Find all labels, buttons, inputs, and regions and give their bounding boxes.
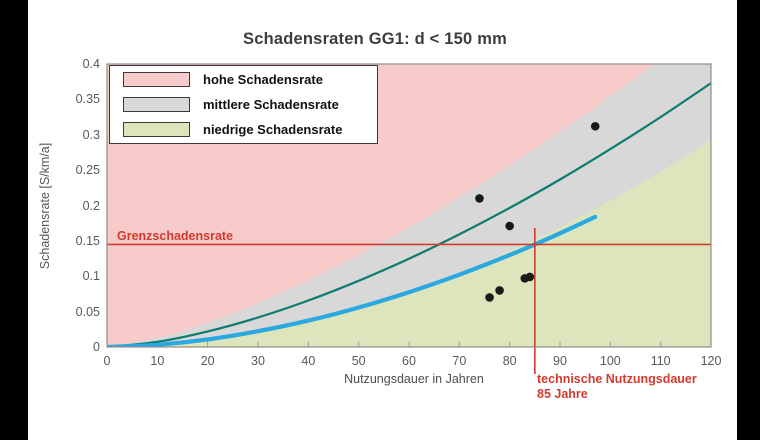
x-tick-label: 80 (502, 354, 517, 368)
legend-swatch-band-low (123, 122, 190, 137)
y-tick-label: 0.15 (75, 233, 100, 248)
curve-teal (107, 82, 711, 347)
technical-lifetime-caption: technische Nutzungsdauer 85 Jahre (537, 372, 697, 401)
data-point (485, 293, 494, 302)
technical-lifetime-caption-line2: 85 Jahre (537, 386, 588, 401)
data-point (525, 272, 535, 282)
y-tick-label: 0.2 (82, 198, 100, 213)
band-low (107, 140, 711, 347)
legend-row: niedrige Schadensrate (123, 119, 377, 141)
x-tick-label: 100 (599, 354, 621, 368)
x-axis-label: Nutzungsdauer in Jahren (344, 372, 484, 386)
y-tick-label: 0 (93, 340, 100, 354)
x-tick-label: 90 (553, 354, 567, 368)
legend-row: mittlere Schadensrate (123, 94, 377, 116)
y-tick-label: 0.25 (75, 163, 100, 178)
legend-box: hohe Schadensrate mittlere Schadensrate ni… (109, 65, 378, 144)
limit-damage-rate-label: Grenzschadensrate (117, 229, 234, 243)
technical-lifetime-caption-line1: technische Nutzungsdauer (537, 372, 697, 386)
data-point (475, 194, 484, 203)
y-axis-label: Schadensrate [S/km/a] (38, 142, 52, 270)
y-tick-label: 0.3 (82, 127, 100, 142)
legend-swatch-band-high (123, 72, 190, 87)
curve-blue (107, 214, 598, 347)
x-tick-label: 120 (700, 354, 722, 368)
plot-border (106, 63, 712, 348)
data-point (590, 121, 600, 131)
x-tick-label: 10 (150, 354, 165, 368)
x-tick-label: 40 (301, 354, 316, 368)
band-mid (107, 64, 711, 347)
y-tick-label: 0.4 (82, 57, 100, 71)
x-tick-label: 50 (351, 354, 366, 368)
legend-row: hohe Schadensrate (123, 69, 377, 91)
right-black-bar (737, 0, 760, 440)
y-tick-label: 0.05 (75, 304, 100, 319)
legend-label-band-mid: mittlere Schadensrate (203, 97, 339, 112)
x-tick-label: 30 (251, 354, 265, 368)
x-tick-label: 0 (103, 354, 111, 368)
data-point (495, 286, 504, 295)
x-tick-label: 70 (452, 354, 467, 368)
legend-label-band-high: hohe Schadensrate (203, 72, 323, 87)
x-tick-label: 110 (650, 354, 671, 368)
y-tick-label: 0.1 (82, 269, 100, 284)
y-tick-label: 0.35 (75, 92, 100, 107)
left-black-bar (0, 0, 28, 440)
legend-swatch-band-mid (123, 97, 190, 112)
x-tick-label: 20 (200, 354, 215, 368)
x-tick-label: 60 (402, 354, 416, 368)
data-point (505, 221, 514, 231)
legend-label-band-low: niedrige Schadensrate (203, 122, 343, 137)
chart-title: Schadensraten GG1: d < 150 mm (243, 30, 507, 48)
